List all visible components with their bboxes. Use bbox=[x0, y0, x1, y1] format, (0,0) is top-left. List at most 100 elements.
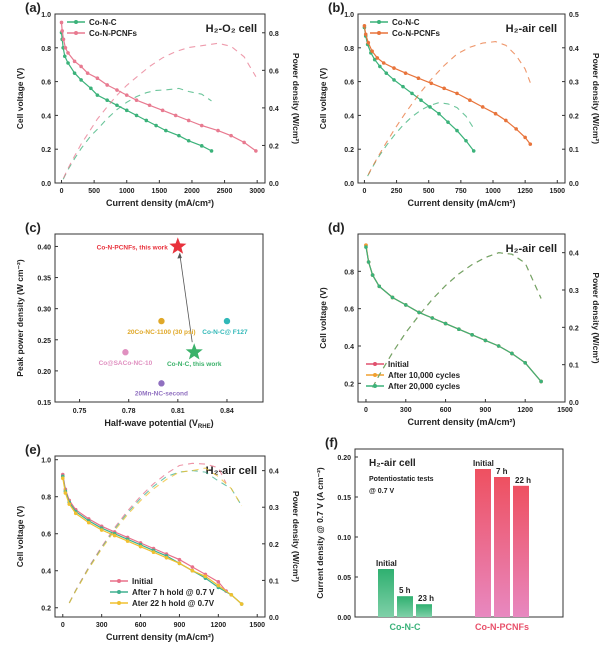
power-line-2 bbox=[68, 467, 243, 604]
y2-tick-label: 0.6 bbox=[269, 68, 279, 75]
legend-label: After 20,000 cycles bbox=[388, 382, 461, 391]
annotation-text: @ 0.7 V bbox=[369, 488, 394, 495]
y2-tick-label: 0.8 bbox=[269, 31, 279, 38]
circle-marker bbox=[223, 317, 231, 325]
x-tick-label: 0.84 bbox=[220, 408, 234, 415]
x-tick-label: 1500 bbox=[249, 622, 265, 629]
x-tick-label: 250 bbox=[391, 188, 403, 195]
data-point bbox=[62, 54, 67, 59]
y2-tick-label: 0.1 bbox=[269, 578, 279, 585]
y2-axis-label: Power density (W/cm²) bbox=[591, 272, 600, 363]
x-tick-label: 900 bbox=[480, 407, 492, 414]
bar bbox=[378, 569, 394, 617]
x-tick-label: 500 bbox=[423, 188, 435, 195]
data-point bbox=[66, 51, 70, 55]
panel-c: (c) 0.15 0.20 0.25 0.30 0.35 0.40 Peak power de… bbox=[15, 220, 264, 430]
y2-tick-label: 0.2 bbox=[569, 325, 579, 332]
point-label: 20Mn-NC-second bbox=[135, 390, 188, 397]
data-point bbox=[60, 476, 65, 481]
panel-title: H₂-air cell bbox=[506, 243, 557, 255]
data-point bbox=[173, 113, 178, 118]
panel-label: (a) bbox=[25, 0, 41, 15]
y-tick-label: 1.0 bbox=[41, 458, 51, 465]
voltage-line-2 bbox=[365, 246, 542, 382]
x-tick-label: 0 bbox=[60, 188, 64, 195]
bar-label: 5 h bbox=[399, 586, 411, 595]
panel-label: (b) bbox=[328, 0, 345, 15]
data-point bbox=[403, 71, 408, 75]
x-tick-label: 0 bbox=[362, 188, 366, 195]
y2-tick-label: 0.4 bbox=[569, 251, 579, 258]
x-axis-label: Current density (mA/cm²) bbox=[407, 417, 515, 427]
data-point bbox=[419, 98, 423, 102]
legend-marker bbox=[373, 373, 377, 377]
data-point bbox=[417, 310, 421, 315]
x-axis-label: Current density (mA/cm²) bbox=[106, 632, 214, 642]
x-tick-label: 3000 bbox=[249, 188, 265, 195]
data-point bbox=[437, 111, 441, 116]
panel-e: (e) 0.2 0.4 0.6 0.8 1.0 Cell voltage (V) 0 300 60… bbox=[15, 442, 301, 642]
legend-label: Initial bbox=[132, 577, 153, 586]
data-point bbox=[378, 64, 382, 69]
data-point bbox=[66, 61, 70, 65]
data-point bbox=[443, 321, 448, 326]
data-point bbox=[134, 113, 139, 118]
y-tick-label: 0.4 bbox=[41, 113, 51, 120]
y-tick-label: 0.05 bbox=[337, 575, 351, 582]
y-tick-label: 0.00 bbox=[337, 615, 351, 622]
y2-tick-label: 0.4 bbox=[569, 46, 579, 53]
panel-title: H₂-O₂ cell bbox=[206, 23, 257, 35]
y-tick-label: 0.25 bbox=[37, 338, 51, 345]
x-axis-label: Current density (mA/cm²) bbox=[407, 198, 515, 208]
data-point bbox=[177, 557, 182, 562]
legend-marker bbox=[373, 384, 377, 388]
y2-tick-label: 0.1 bbox=[569, 147, 579, 154]
plot-frame bbox=[54, 13, 266, 184]
data-point bbox=[375, 56, 380, 60]
data-point bbox=[199, 123, 204, 128]
y2-axis-label: Power density (W/cm²) bbox=[291, 491, 301, 582]
data-point bbox=[470, 333, 474, 337]
y2-tick-label: 0.4 bbox=[269, 106, 279, 113]
y-tick-label: 0.8 bbox=[344, 269, 354, 276]
data-point bbox=[403, 303, 408, 307]
data-point bbox=[496, 344, 501, 348]
legend-label: Co-N-PCNFs bbox=[392, 29, 441, 38]
y2-tick-label: 0.0 bbox=[569, 400, 579, 407]
y-tick-label: 0.2 bbox=[344, 381, 354, 388]
y2-tick-label: 0.0 bbox=[269, 615, 279, 622]
y2-tick-label: 0.3 bbox=[269, 505, 279, 512]
data-point bbox=[430, 316, 435, 320]
y-tick-label: 1.0 bbox=[41, 12, 51, 19]
y2-tick-label: 0.3 bbox=[569, 288, 579, 295]
x-tick-label: 300 bbox=[400, 407, 412, 414]
data-point bbox=[79, 78, 83, 82]
y-tick-label: 0.4 bbox=[344, 113, 354, 120]
data-point bbox=[483, 338, 488, 343]
arrow-line bbox=[179, 254, 193, 343]
y-tick-label: 0.8 bbox=[41, 46, 51, 53]
y-tick-label: 0.2 bbox=[41, 606, 51, 613]
data-point bbox=[216, 583, 221, 588]
data-point bbox=[95, 93, 100, 97]
data-point bbox=[362, 24, 367, 28]
power-line-2 bbox=[372, 252, 542, 388]
y-axis-label: Cell voltage (V) bbox=[15, 506, 25, 568]
y2-tick-label: 0.0 bbox=[269, 181, 279, 188]
data-point bbox=[164, 128, 168, 133]
panel-f: (f) 0.00 0.05 0.10 0.15 0.20 Current density @… bbox=[315, 435, 564, 632]
plot-frame bbox=[54, 233, 264, 403]
panel-label: (e) bbox=[25, 442, 41, 457]
y-tick-label: 0.6 bbox=[41, 80, 51, 87]
data-point bbox=[147, 103, 152, 108]
data-point bbox=[392, 78, 396, 82]
bar bbox=[513, 485, 529, 617]
voltage-line-1 bbox=[60, 22, 257, 152]
panel-title: H₂-air cell bbox=[206, 465, 257, 477]
data-point bbox=[239, 602, 244, 606]
x-axis-label-part: ) bbox=[211, 418, 214, 428]
data-point bbox=[455, 128, 459, 133]
y-tick-label: 0.0 bbox=[41, 181, 51, 188]
y-tick-label: 0.2 bbox=[41, 147, 51, 154]
data-point bbox=[471, 149, 476, 153]
